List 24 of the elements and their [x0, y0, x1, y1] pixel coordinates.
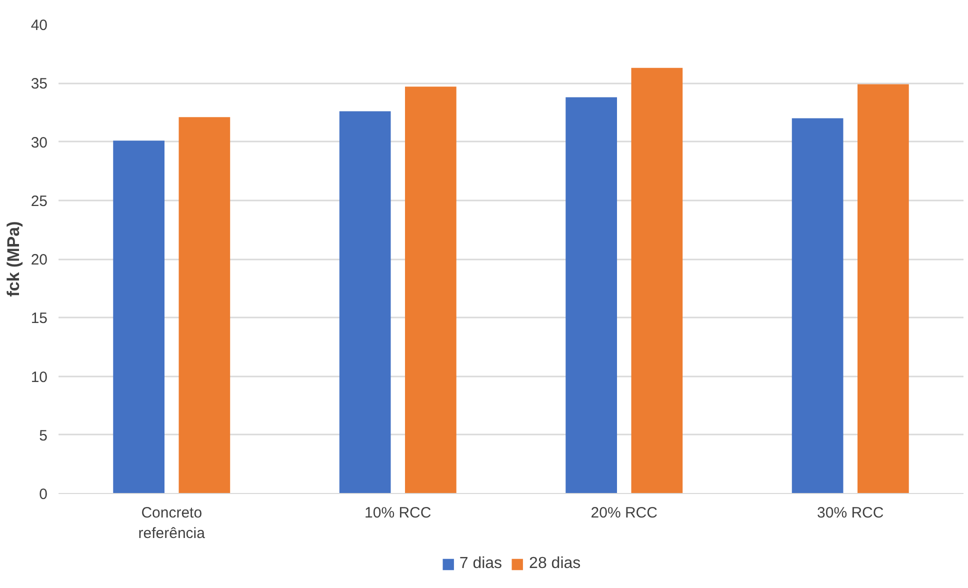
bar [631, 68, 683, 494]
x-tick-label: Concreto referência [138, 504, 206, 542]
bar [858, 84, 909, 494]
y-tick-label: 40 [30, 17, 48, 34]
y-tick-label: 35 [30, 76, 48, 93]
y-tick-label: 0 [39, 486, 48, 503]
bar [566, 97, 617, 494]
bar [113, 140, 164, 494]
x-tick-label: 30% RCC [817, 504, 884, 522]
bar [792, 118, 844, 494]
y-tick-label: 20 [30, 252, 48, 268]
y-tick-label: 25 [30, 192, 48, 210]
legend-label: 28 dias [529, 555, 581, 573]
y-tick-label: 15 [30, 310, 48, 328]
y-tick-label: 10 [30, 368, 48, 386]
bar [178, 117, 230, 494]
bar [405, 86, 456, 494]
y-tick-label: 30 [30, 134, 48, 152]
x-tick-label: 20% RCC [590, 504, 658, 522]
x-tick-label: 10% RCC [364, 504, 432, 522]
legend-label: 7 dias [459, 555, 502, 573]
y-tick-label: 5 [39, 427, 48, 444]
y-axis-title: fck (MPa) [4, 221, 23, 297]
bar [339, 111, 391, 494]
